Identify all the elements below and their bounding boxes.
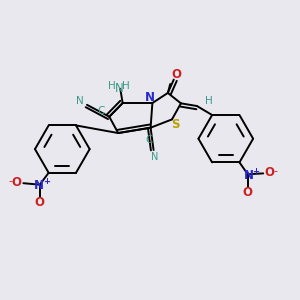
Text: C: C [98,106,105,116]
Text: H: H [108,81,116,91]
Text: C: C [146,135,153,145]
Text: N: N [76,96,83,106]
Text: -: - [274,166,278,176]
Text: +: + [253,167,260,176]
Text: N: N [114,82,123,95]
Text: O: O [35,196,45,209]
Text: O: O [243,186,253,199]
Text: O: O [264,166,274,179]
Text: O: O [12,176,22,188]
Text: -: - [8,176,12,186]
Text: N: N [145,91,155,104]
Text: N: N [244,169,254,182]
Text: S: S [171,118,180,131]
Text: H: H [205,96,213,106]
Text: N: N [151,152,158,161]
Text: H: H [122,81,130,91]
Text: +: + [43,177,50,186]
Text: N: N [34,179,44,192]
Text: O: O [171,68,181,81]
